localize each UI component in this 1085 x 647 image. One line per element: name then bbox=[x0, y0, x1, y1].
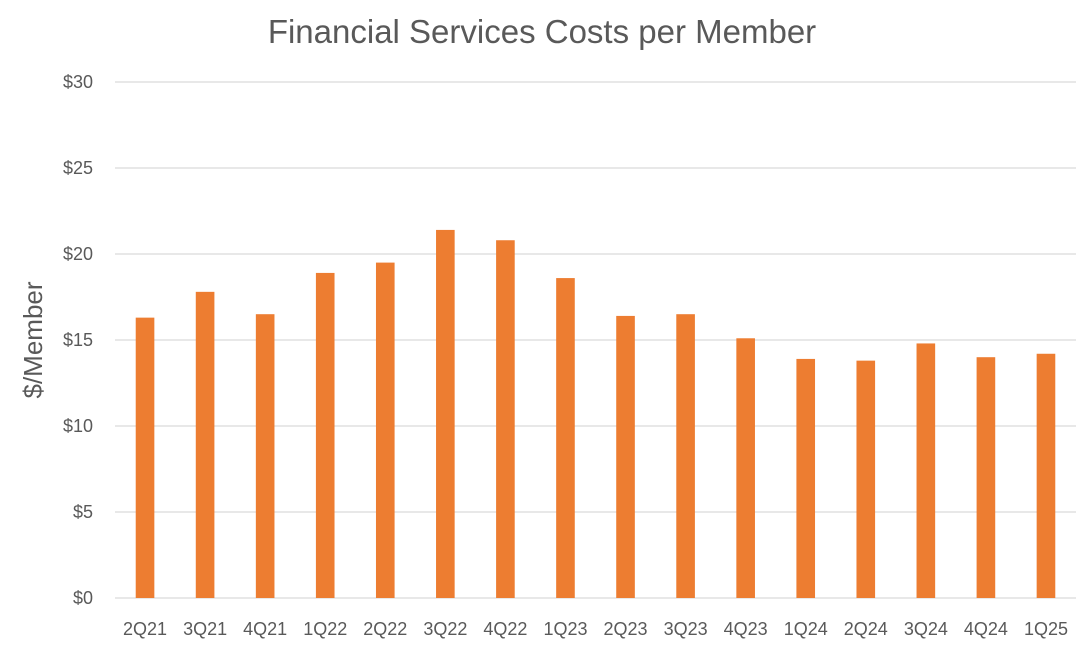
y-tick-label: $30 bbox=[63, 72, 93, 92]
bar-3q21 bbox=[195, 291, 215, 598]
x-tick-label: 1Q24 bbox=[784, 619, 828, 639]
bar-2q24 bbox=[856, 360, 876, 598]
bar-4q22 bbox=[496, 240, 515, 599]
x-axis-ticks: 2Q21 3Q21 4Q21 1Q22 2Q22 3Q22 4Q22 1Q23 2Q23 3Q23… bbox=[123, 619, 1068, 639]
x-tick-label: 4Q23 bbox=[724, 619, 768, 639]
chart-title: Financial Services Costs per Member bbox=[268, 13, 816, 50]
x-tick-label: 2Q24 bbox=[844, 619, 888, 639]
x-tick-label: 3Q21 bbox=[183, 619, 227, 639]
x-tick-label: 2Q23 bbox=[604, 619, 648, 639]
bar-1q25 bbox=[1036, 353, 1056, 598]
bar-2q23 bbox=[616, 315, 635, 598]
y-axis-label: $/Member bbox=[18, 281, 48, 398]
x-tick-label: 2Q21 bbox=[123, 619, 167, 639]
y-axis-ticks: $0 $5 $10 $15 $20 $25 $30 bbox=[63, 72, 93, 608]
x-tick-label: 4Q21 bbox=[243, 619, 287, 639]
bar-1q24 bbox=[796, 358, 816, 598]
x-tick-label: 3Q24 bbox=[904, 619, 948, 639]
y-tick-label: $25 bbox=[63, 158, 93, 178]
y-tick-label: $5 bbox=[73, 502, 93, 522]
y-tick-label: $15 bbox=[63, 330, 93, 350]
bar-3q23 bbox=[676, 314, 695, 598]
x-tick-label: 1Q23 bbox=[543, 619, 587, 639]
bar-1q23 bbox=[556, 278, 575, 598]
bar-4q24 bbox=[976, 357, 996, 598]
y-tick-label: $20 bbox=[63, 244, 93, 264]
bar-3q24 bbox=[916, 343, 936, 598]
gridlines bbox=[115, 81, 1076, 599]
bars bbox=[135, 229, 1056, 599]
bar-4q23 bbox=[736, 338, 755, 598]
bar-3q22 bbox=[436, 229, 455, 599]
x-tick-label: 1Q25 bbox=[1024, 619, 1068, 639]
bar-2q21 bbox=[135, 317, 155, 598]
bar-4q21 bbox=[255, 314, 275, 598]
x-tick-label: 4Q24 bbox=[964, 619, 1008, 639]
x-tick-label: 3Q22 bbox=[423, 619, 467, 639]
bar-2q22 bbox=[375, 262, 395, 598]
x-tick-label: 2Q22 bbox=[363, 619, 407, 639]
y-tick-label: $0 bbox=[73, 588, 93, 608]
x-tick-label: 3Q23 bbox=[664, 619, 708, 639]
y-tick-label: $10 bbox=[63, 416, 93, 436]
x-tick-label: 1Q22 bbox=[303, 619, 347, 639]
bar-1q22 bbox=[315, 272, 335, 598]
x-tick-label: 4Q22 bbox=[483, 619, 527, 639]
